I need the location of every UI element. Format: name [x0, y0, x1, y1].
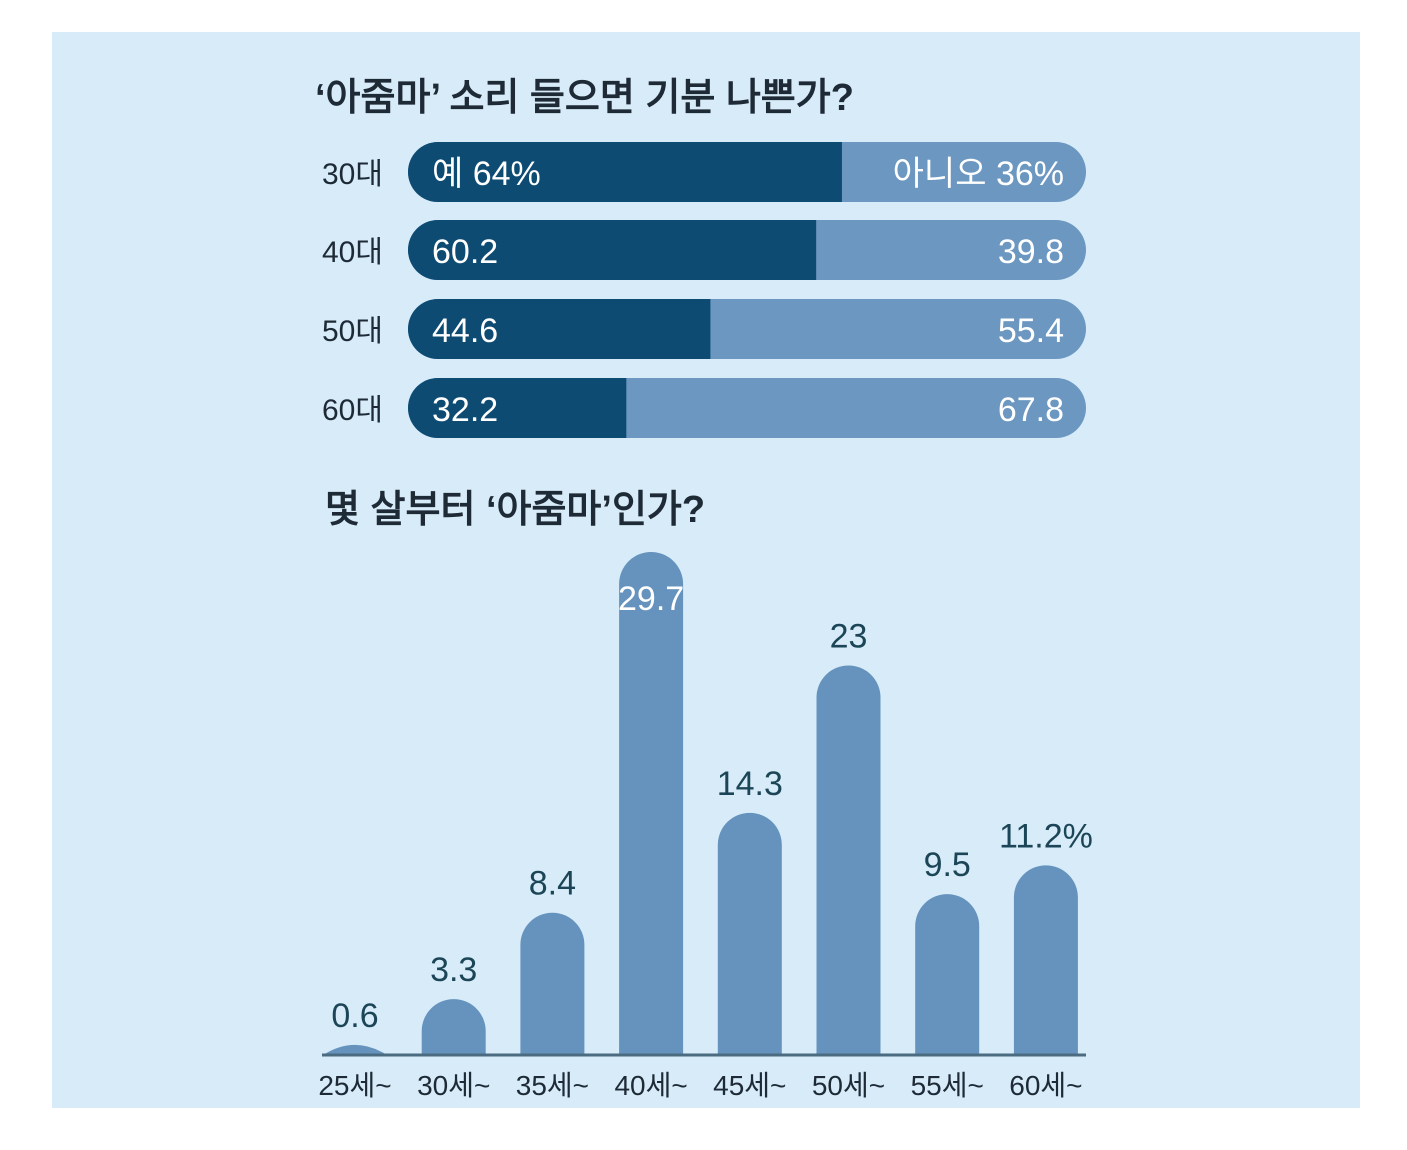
- x-tick-label: 60세~: [1009, 1070, 1082, 1101]
- x-tick-label: 35세~: [516, 1070, 589, 1101]
- column-value-label: 0.6: [331, 997, 378, 1035]
- column-bar: [915, 894, 980, 1055]
- yes-value-label: 32.2: [432, 391, 498, 429]
- x-tick-label: 55세~: [911, 1070, 984, 1101]
- no-value-label: 39.8: [998, 233, 1064, 271]
- chart-title-2: 몇 살부터 ‘아줌마’인가?: [325, 489, 705, 531]
- column-value-label: 23: [830, 617, 868, 655]
- x-tick-label: 30세~: [417, 1070, 490, 1101]
- column-value-label: 29.7: [618, 580, 684, 618]
- x-tick-label: 45세~: [713, 1070, 786, 1101]
- bar-yes-1: [408, 220, 817, 280]
- column-bar: [421, 999, 486, 1055]
- chart-title-1: ‘아줌마’ 소리 들으면 기분 나쁜가?: [315, 77, 854, 119]
- column-bar: [1013, 865, 1078, 1055]
- no-value-label: 55.4: [998, 312, 1064, 350]
- column-bar: [717, 812, 782, 1055]
- x-tick-label: 25세~: [318, 1070, 391, 1101]
- column-bar: [619, 552, 684, 1055]
- column-value-label: 3.3: [430, 951, 477, 989]
- yes-value-label: 60.2: [432, 233, 498, 271]
- column-value-label: 8.4: [529, 865, 576, 903]
- column-value-label: 9.5: [924, 846, 971, 884]
- column-value-label: 11.2%: [999, 817, 1093, 855]
- chart-panel: [52, 32, 1360, 1108]
- column-bar: [323, 1044, 387, 1055]
- category-label: 60대: [322, 394, 383, 427]
- bar-yes-3: [408, 378, 627, 438]
- bar-yes-0: [408, 142, 842, 202]
- no-value-label: 아니오 36%: [893, 155, 1064, 193]
- category-label: 40대: [322, 236, 383, 269]
- x-tick-label: 50세~: [812, 1070, 885, 1101]
- category-label: 30대: [322, 158, 383, 191]
- category-label: 50대: [322, 315, 383, 348]
- column-bar: [520, 912, 585, 1055]
- yes-value-label: 44.6: [432, 312, 498, 350]
- no-value-label: 67.8: [998, 391, 1064, 429]
- x-tick-label: 40세~: [614, 1070, 687, 1101]
- column-value-label: 14.3: [717, 765, 783, 803]
- yes-value-label: 예 64%: [432, 155, 541, 193]
- bar-yes-2: [408, 299, 711, 359]
- column-bar: [816, 665, 881, 1055]
